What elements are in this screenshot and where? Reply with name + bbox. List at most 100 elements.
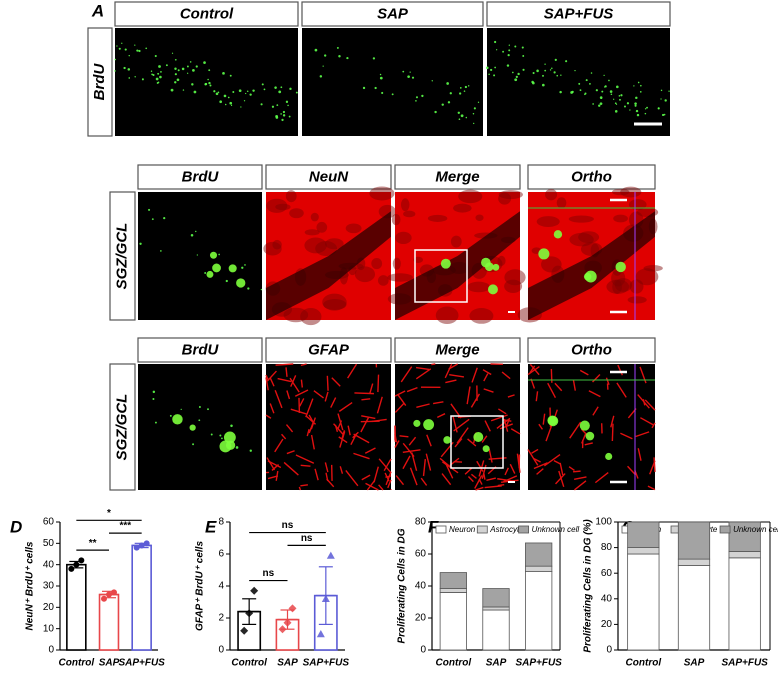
y-tick-label: 20 (43, 602, 55, 613)
cell-signal (379, 73, 382, 76)
cell-signal (134, 44, 136, 46)
gfap-fiber (499, 423, 513, 430)
y-tick-label: 8 (218, 517, 224, 528)
gfap-fiber (300, 464, 311, 467)
gfap-fiber (347, 425, 351, 436)
cell-signal (592, 103, 594, 105)
stain-texture (300, 307, 322, 326)
y-tick-label: 60 (601, 568, 613, 579)
gfap-fiber (531, 448, 539, 454)
cell-signal (212, 263, 221, 273)
cell-signal (585, 431, 595, 441)
gfap-fiber (326, 375, 329, 391)
gfap-fiber (470, 473, 477, 479)
cell-signal (222, 71, 225, 75)
gfap-fiber (354, 392, 374, 395)
cell-signal (407, 75, 410, 78)
stain-texture (536, 216, 560, 228)
cell-signal (402, 70, 405, 73)
stain-texture (310, 212, 319, 222)
cell-signal (123, 66, 126, 70)
gfap-fiber (642, 399, 646, 406)
y-tick-label: 40 (601, 593, 613, 604)
data-point (288, 604, 297, 613)
cell-signal (229, 101, 233, 105)
gfap-fiber (501, 371, 511, 380)
stain-texture (391, 213, 401, 226)
data-point (316, 630, 325, 638)
stain-texture (611, 269, 626, 287)
cell-signal (157, 72, 160, 75)
cell-signal (128, 77, 131, 79)
cell-signal (219, 434, 222, 437)
legend-label: Astrocyte (489, 525, 524, 534)
x-tick-label: Control (436, 658, 472, 669)
data-point (111, 589, 117, 596)
legend-swatch (518, 525, 529, 534)
cell-signal (599, 102, 603, 106)
cell-signal (159, 75, 162, 79)
cell-signal (472, 112, 475, 115)
cell-signal (660, 98, 662, 100)
stain-texture (378, 204, 396, 219)
cell-signal (223, 94, 227, 98)
cell-signal (609, 90, 613, 93)
gfap-fiber (308, 421, 315, 434)
cell-signal (618, 95, 621, 97)
cell-signal (247, 287, 250, 290)
cell-signal (604, 85, 607, 88)
gfap-fiber (478, 478, 483, 485)
cell-signal (601, 90, 604, 93)
stain-texture (569, 232, 594, 247)
y-tick-label: 10 (43, 623, 55, 634)
y-tick-label: 50 (43, 538, 55, 549)
cell-signal (346, 56, 349, 60)
cell-signal (158, 65, 161, 68)
cell-signal (319, 75, 323, 78)
gfap-fiber (436, 413, 446, 418)
gfap-fiber (281, 433, 287, 440)
cell-signal (121, 42, 123, 44)
cell-signal (155, 77, 159, 81)
bar-segment (525, 565, 553, 572)
cell-signal (208, 81, 211, 85)
gfap-fiber (592, 406, 599, 416)
cell-signal (507, 53, 510, 57)
stain-texture (325, 238, 344, 250)
cell-signal (598, 104, 601, 107)
gfap-fiber (542, 413, 546, 425)
gfap-fiber (376, 396, 383, 414)
gfap-fiber (471, 367, 478, 383)
bar-segment (439, 588, 467, 593)
cell-signal (280, 113, 282, 115)
gfap-fiber (555, 473, 566, 485)
cell-signal (210, 433, 213, 436)
gfap-fiber (502, 418, 512, 422)
bar-segment (677, 521, 711, 560)
cell-signal (517, 72, 520, 76)
y-tick-label: 80 (415, 517, 427, 528)
data-point (278, 625, 287, 634)
y-tick-label: 20 (415, 613, 427, 624)
gfap-fiber (365, 482, 379, 491)
cell-signal (215, 92, 219, 96)
cell-signal (381, 91, 384, 95)
cell-signal (493, 74, 496, 77)
gfap-fiber (538, 423, 544, 430)
cell-signal (165, 64, 168, 67)
cell-signal (623, 105, 626, 108)
cell-signal (514, 45, 517, 48)
gfap-fiber (497, 483, 505, 487)
y-tick-label: 0 (218, 645, 224, 656)
gfap-fiber (559, 462, 564, 476)
cell-signal (409, 71, 411, 73)
stain-texture (504, 269, 526, 286)
bar-segment (677, 565, 711, 651)
gfap-fiber (360, 416, 370, 433)
cell-signal (206, 270, 214, 278)
bar-segment (525, 542, 553, 567)
gfap-fiber (529, 365, 536, 373)
cell-signal (174, 73, 177, 76)
cell-signal (411, 76, 415, 79)
gfap-fiber (339, 466, 344, 474)
